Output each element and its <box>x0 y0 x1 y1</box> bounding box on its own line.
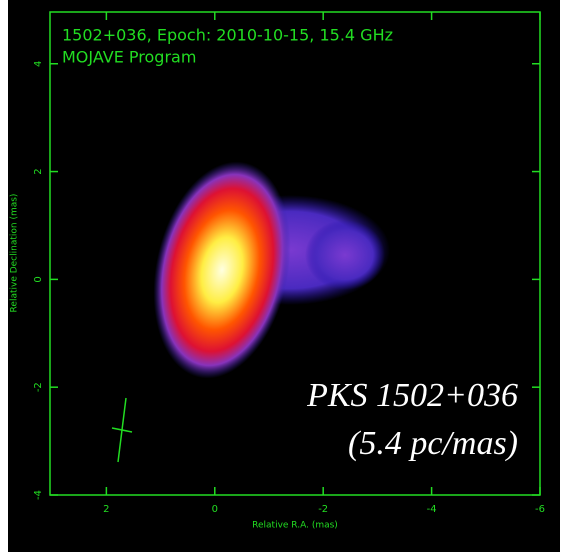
y-tick-label: 4 <box>33 61 44 67</box>
annotation: PKS 1502+036 <box>306 377 518 414</box>
y-tick-label: -2 <box>33 382 44 392</box>
x-tick-label: 0 <box>212 504 218 515</box>
x-axis-label: Relative R.A. (mas) <box>252 521 338 531</box>
x-tick-label: -6 <box>535 504 545 515</box>
x-tick-label: -2 <box>318 504 328 515</box>
jet-emission <box>305 220 385 290</box>
y-tick-label: -4 <box>33 490 44 500</box>
y-tick-label: 0 <box>33 276 44 282</box>
x-tick-label: 2 <box>103 504 109 515</box>
chart-title: 1502+036, Epoch: 2010-10-15, 15.4 GHz <box>62 26 393 45</box>
core-emission <box>153 161 291 379</box>
beam <box>111 397 133 463</box>
chart-subtitle: MOJAVE Program <box>62 48 196 67</box>
x-tick-label: -4 <box>427 504 437 515</box>
plot-frame <box>49 11 541 496</box>
y-axis-label: Relative Declination (mas) <box>10 194 20 313</box>
y-tick-label: 2 <box>33 168 44 174</box>
annotation: (5.4 pc/mas) <box>348 425 518 462</box>
